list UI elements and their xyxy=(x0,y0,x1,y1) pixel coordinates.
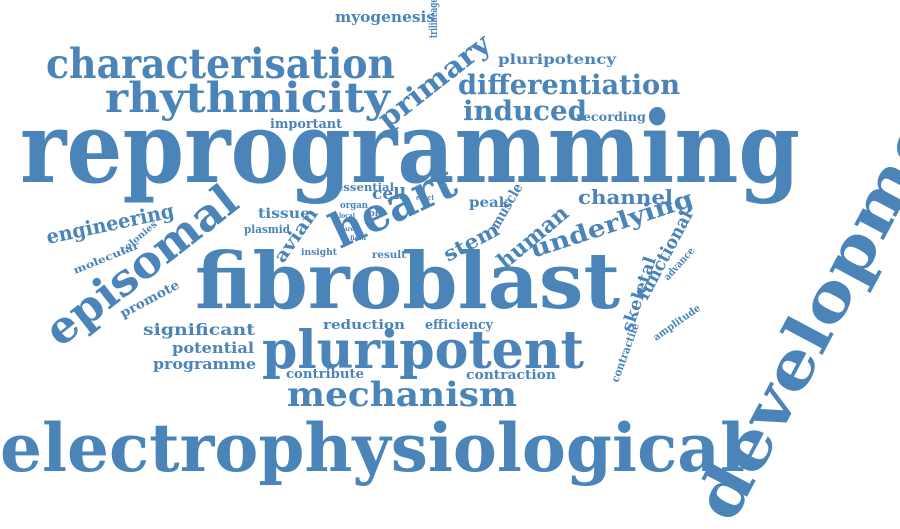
word-local: local xyxy=(339,211,355,220)
word-reprogramming: reprogramming xyxy=(20,91,800,206)
word-programme: programme xyxy=(153,355,256,373)
word-peak: peak xyxy=(469,195,509,211)
word-pluripotency: pluripotency xyxy=(498,52,617,68)
word-channel: channel xyxy=(578,185,673,209)
word-contribute: contribute xyxy=(286,367,364,382)
word-essential: essential xyxy=(336,181,394,194)
word-area: area xyxy=(344,226,358,233)
word-electrophysiological: electrophysiological xyxy=(0,409,745,487)
word-effect: effect xyxy=(416,193,435,202)
word-important: important xyxy=(270,117,342,132)
word-induced: induced xyxy=(463,96,587,127)
word-contraction: contraction xyxy=(466,368,557,383)
word-fibroblast: fibroblast xyxy=(195,236,620,327)
word-potential: potential xyxy=(172,339,254,357)
word-plasmid: plasmid xyxy=(244,223,290,236)
word-differentiation: differentiation xyxy=(458,70,680,101)
word-field: field xyxy=(350,235,367,242)
word-myogenesis: myogenesis xyxy=(335,8,435,26)
word-result: result xyxy=(372,250,406,261)
word-role: role xyxy=(364,209,384,219)
word-mechanism: mechanism xyxy=(287,375,517,415)
word-efficiency: efficiency xyxy=(425,318,493,333)
word-reduction: reduction xyxy=(323,318,406,333)
word-organ: organ xyxy=(340,201,368,211)
word-tissue: tissue xyxy=(258,206,310,222)
word-significant: significant xyxy=(143,320,256,339)
word-recording: recording xyxy=(576,110,647,124)
word-rhythmicity: rhythmicity xyxy=(105,74,391,122)
word-pluripotent: pluripotent xyxy=(262,320,584,381)
word-amplitude: amplitude xyxy=(651,303,702,344)
word-trilineage: trilineage xyxy=(427,0,440,38)
word-cell: cell xyxy=(372,184,406,203)
word-characterisation: characterisation xyxy=(46,40,395,88)
word-insight: insight xyxy=(301,248,338,258)
